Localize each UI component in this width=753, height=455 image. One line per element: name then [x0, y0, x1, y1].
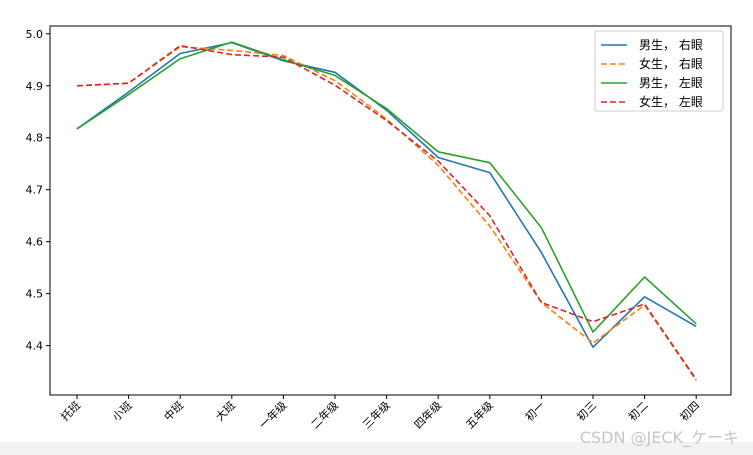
data-point — [592, 321, 594, 323]
data-point — [179, 45, 181, 47]
data-point — [592, 342, 594, 344]
data-point — [489, 215, 491, 217]
x-tick-label: 五年级 — [463, 398, 496, 431]
x-tick-label: 初三 — [574, 398, 599, 423]
data-point — [128, 91, 130, 93]
plot-area-frame — [49, 25, 732, 396]
data-point — [231, 50, 233, 52]
data-point — [644, 296, 646, 298]
data-point — [334, 71, 336, 73]
data-point — [179, 53, 181, 55]
y-tick-label: 4.8 — [26, 132, 44, 145]
footer-band — [0, 442, 753, 455]
data-point — [386, 120, 388, 122]
x-tick-label: 中班 — [162, 399, 187, 424]
legend-label: 女生， 左眼 — [639, 94, 703, 109]
data-point — [437, 157, 439, 159]
x-tick-label: 初一 — [522, 398, 547, 423]
data-point — [695, 379, 697, 381]
x-tick-label: 大班 — [212, 398, 237, 423]
data-point — [283, 56, 285, 58]
data-point — [644, 303, 646, 305]
x-tick-label: 三年级 — [359, 398, 392, 431]
data-point — [283, 59, 285, 61]
data-point — [541, 302, 543, 304]
x-tick-label: 一年级 — [256, 398, 289, 431]
data-point — [128, 94, 130, 96]
data-point — [541, 227, 543, 229]
x-tick-label: 初四 — [677, 398, 702, 423]
data-point — [695, 326, 697, 328]
data-point — [592, 346, 594, 348]
data-point — [128, 82, 130, 84]
x-tick-label: 二年级 — [308, 398, 341, 431]
x-tick-label: 托班 — [58, 398, 83, 423]
data-point — [541, 252, 543, 254]
data-point — [695, 323, 697, 325]
data-point — [437, 164, 439, 166]
watermark-text: CSDN @JECK_ケーキ — [579, 428, 739, 447]
data-point — [334, 84, 336, 86]
y-tick-label: 4.6 — [26, 236, 44, 249]
data-point — [592, 331, 594, 333]
legend-box — [594, 30, 724, 112]
legend-label: 男生， 右眼 — [639, 37, 703, 52]
data-point — [489, 162, 491, 164]
plot-series-layer — [76, 41, 697, 381]
legend-label: 女生， 右眼 — [639, 56, 703, 71]
x-tick-label: 初二 — [625, 398, 650, 423]
data-point — [437, 160, 439, 162]
y-tick-label: 4.4 — [26, 340, 44, 353]
legend-label: 男生， 左眼 — [639, 75, 703, 90]
data-point — [179, 58, 181, 60]
data-point — [489, 172, 491, 174]
data-point — [644, 276, 646, 278]
y-tick-label: 4.9 — [26, 80, 44, 93]
data-point — [76, 85, 78, 87]
data-point — [386, 118, 388, 120]
data-point — [437, 151, 439, 153]
data-point — [334, 75, 336, 77]
data-point — [231, 54, 233, 56]
x-tick-label: 四年级 — [411, 398, 444, 431]
x-tick-label: 小班 — [110, 399, 135, 424]
series-line-3 — [76, 41, 697, 333]
data-point — [76, 128, 78, 130]
data-point — [231, 41, 233, 43]
y-axis: 4.4 4.5 4.6 4.7 4.8 4.9 5.0 — [26, 28, 50, 353]
data-point — [283, 55, 285, 57]
y-tick-label: 4.7 — [26, 184, 44, 197]
data-point — [334, 80, 336, 82]
y-tick-label: 5.0 — [26, 28, 44, 41]
series-line-1 — [76, 41, 697, 349]
y-tick-label: 4.5 — [26, 288, 44, 301]
data-point — [489, 225, 491, 227]
data-point — [386, 108, 388, 110]
